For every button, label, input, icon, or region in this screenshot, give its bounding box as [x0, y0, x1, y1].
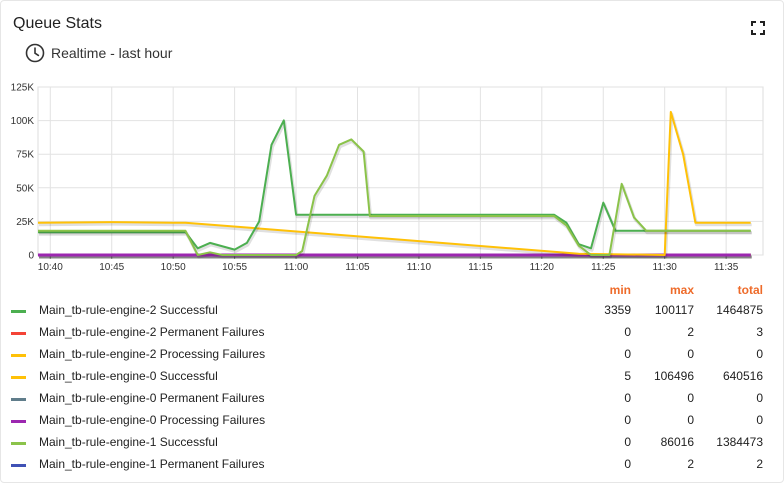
x-tick-label: 10:40	[38, 262, 63, 273]
legend-item-name: Main_tb-rule-engine-1 Permanent Failures	[39, 457, 265, 471]
legend-swatch	[11, 354, 26, 357]
legend-item-min: 5	[624, 369, 631, 383]
legend-item[interactable]: Main_tb-rule-engine-2 Permanent Failures…	[1, 322, 783, 344]
legend-item-name: Main_tb-rule-engine-0 Processing Failure…	[39, 413, 266, 427]
legend-swatch	[11, 442, 26, 445]
legend-header-min: min	[609, 283, 631, 297]
legend-item-max: 2	[687, 457, 694, 471]
y-tick-label: 0	[28, 251, 34, 262]
y-tick-label: 25K	[16, 217, 34, 228]
legend-item-max: 100117	[654, 303, 694, 317]
legend-item-max: 0	[687, 391, 694, 405]
fullscreen-icon[interactable]	[751, 21, 765, 35]
timewindow[interactable]: Realtime - last hour	[25, 43, 172, 63]
legend-item-total: 3	[756, 325, 763, 339]
series-line	[38, 119, 751, 251]
legend-header-total: total	[737, 283, 763, 297]
x-tick-label: 11:20	[530, 262, 555, 273]
x-tick-label: 11:15	[468, 262, 493, 273]
x-tick-label: 10:55	[222, 262, 247, 273]
legend-item[interactable]: Main_tb-rule-engine-2 Successful 3359 1001…	[1, 300, 783, 322]
legend-item[interactable]: Main_tb-rule-engine-0 Permanent Failures…	[1, 388, 783, 410]
series-line	[37, 110, 751, 256]
queue-stats-chart: 0 25K 50K 75K 100K 125K 10:40 10:45 10:50 10:55 11…	[11, 83, 764, 273]
y-tick-label: 50K	[16, 183, 34, 194]
legend-item-total: 0	[756, 391, 763, 405]
legend-item-max: 86016	[660, 435, 694, 449]
legend-item[interactable]: Main_tb-rule-engine-1 Permanent Failures…	[1, 454, 783, 476]
legend-item-name: Main_tb-rule-engine-2 Permanent Failures	[39, 325, 265, 339]
legend-item-min: 0	[624, 325, 631, 339]
series-line	[38, 138, 751, 256]
legend-item-name: Main_tb-rule-engine-1 Successful	[39, 435, 218, 449]
legend-item-max: 106496	[653, 369, 694, 383]
legend-swatch	[11, 376, 26, 379]
x-tick-label: 11:25	[591, 262, 616, 273]
legend-item-name: Main_tb-rule-engine-2 Successful	[39, 303, 218, 317]
legend-header-max: max	[669, 283, 694, 297]
legend-item-total: 0	[756, 413, 763, 427]
legend-item[interactable]: Main_tb-rule-engine-0 Successful 5 106496 6…	[1, 366, 783, 388]
x-tick-label: 11:10	[407, 262, 432, 273]
timewindow-label: Realtime - last hour	[51, 45, 173, 61]
legend-item-min: 3359	[604, 303, 631, 317]
legend-item-max: 2	[687, 325, 694, 339]
legend-item-total: 1384473	[716, 435, 763, 449]
y-tick-label: 100K	[11, 116, 35, 127]
legend-item[interactable]: Main_tb-rule-engine-1 Successful 0 86016 13…	[1, 432, 783, 454]
legend-item-total: 640516	[722, 369, 763, 383]
legend-item-total: 2	[756, 457, 763, 471]
legend-item-min: 0	[624, 413, 631, 427]
y-tick-label: 75K	[16, 150, 34, 161]
legend-swatch	[11, 332, 26, 335]
x-tick-label: 11:05	[345, 262, 370, 273]
legend-swatch	[11, 310, 26, 313]
legend-item-name: Main_tb-rule-engine-0 Successful	[39, 369, 218, 383]
legend-item[interactable]: Main_tb-rule-engine-2 Processing Failure…	[1, 344, 783, 366]
legend-item-min: 0	[624, 347, 631, 361]
y-tick-label: 125K	[11, 83, 35, 94]
legend-item-name: Main_tb-rule-engine-2 Processing Failure…	[39, 347, 266, 361]
x-tick-label: 11:35	[714, 262, 739, 273]
x-tick-label: 11:30	[653, 262, 678, 273]
x-tick-label: 11:00	[284, 262, 309, 273]
legend-item-max: 0	[687, 347, 694, 361]
legend-swatch	[11, 464, 26, 467]
widget-title: Queue Stats	[13, 15, 102, 32]
clock-icon	[25, 43, 45, 63]
legend-swatch	[11, 420, 26, 423]
legend-swatch	[11, 398, 26, 401]
legend-item-total: 1464875	[716, 303, 763, 317]
legend-item-min: 0	[624, 391, 631, 405]
x-tick-label: 10:50	[161, 262, 186, 273]
legend-item-total: 0	[756, 347, 763, 361]
legend-item-min: 0	[624, 435, 631, 449]
legend-item-max: 0	[687, 413, 694, 427]
x-tick-label: 10:45	[99, 262, 124, 273]
legend-item[interactable]: Main_tb-rule-engine-0 Processing Failure…	[1, 410, 783, 432]
legend-item-min: 0	[624, 457, 631, 471]
legend-item-name: Main_tb-rule-engine-0 Permanent Failures	[39, 391, 265, 405]
